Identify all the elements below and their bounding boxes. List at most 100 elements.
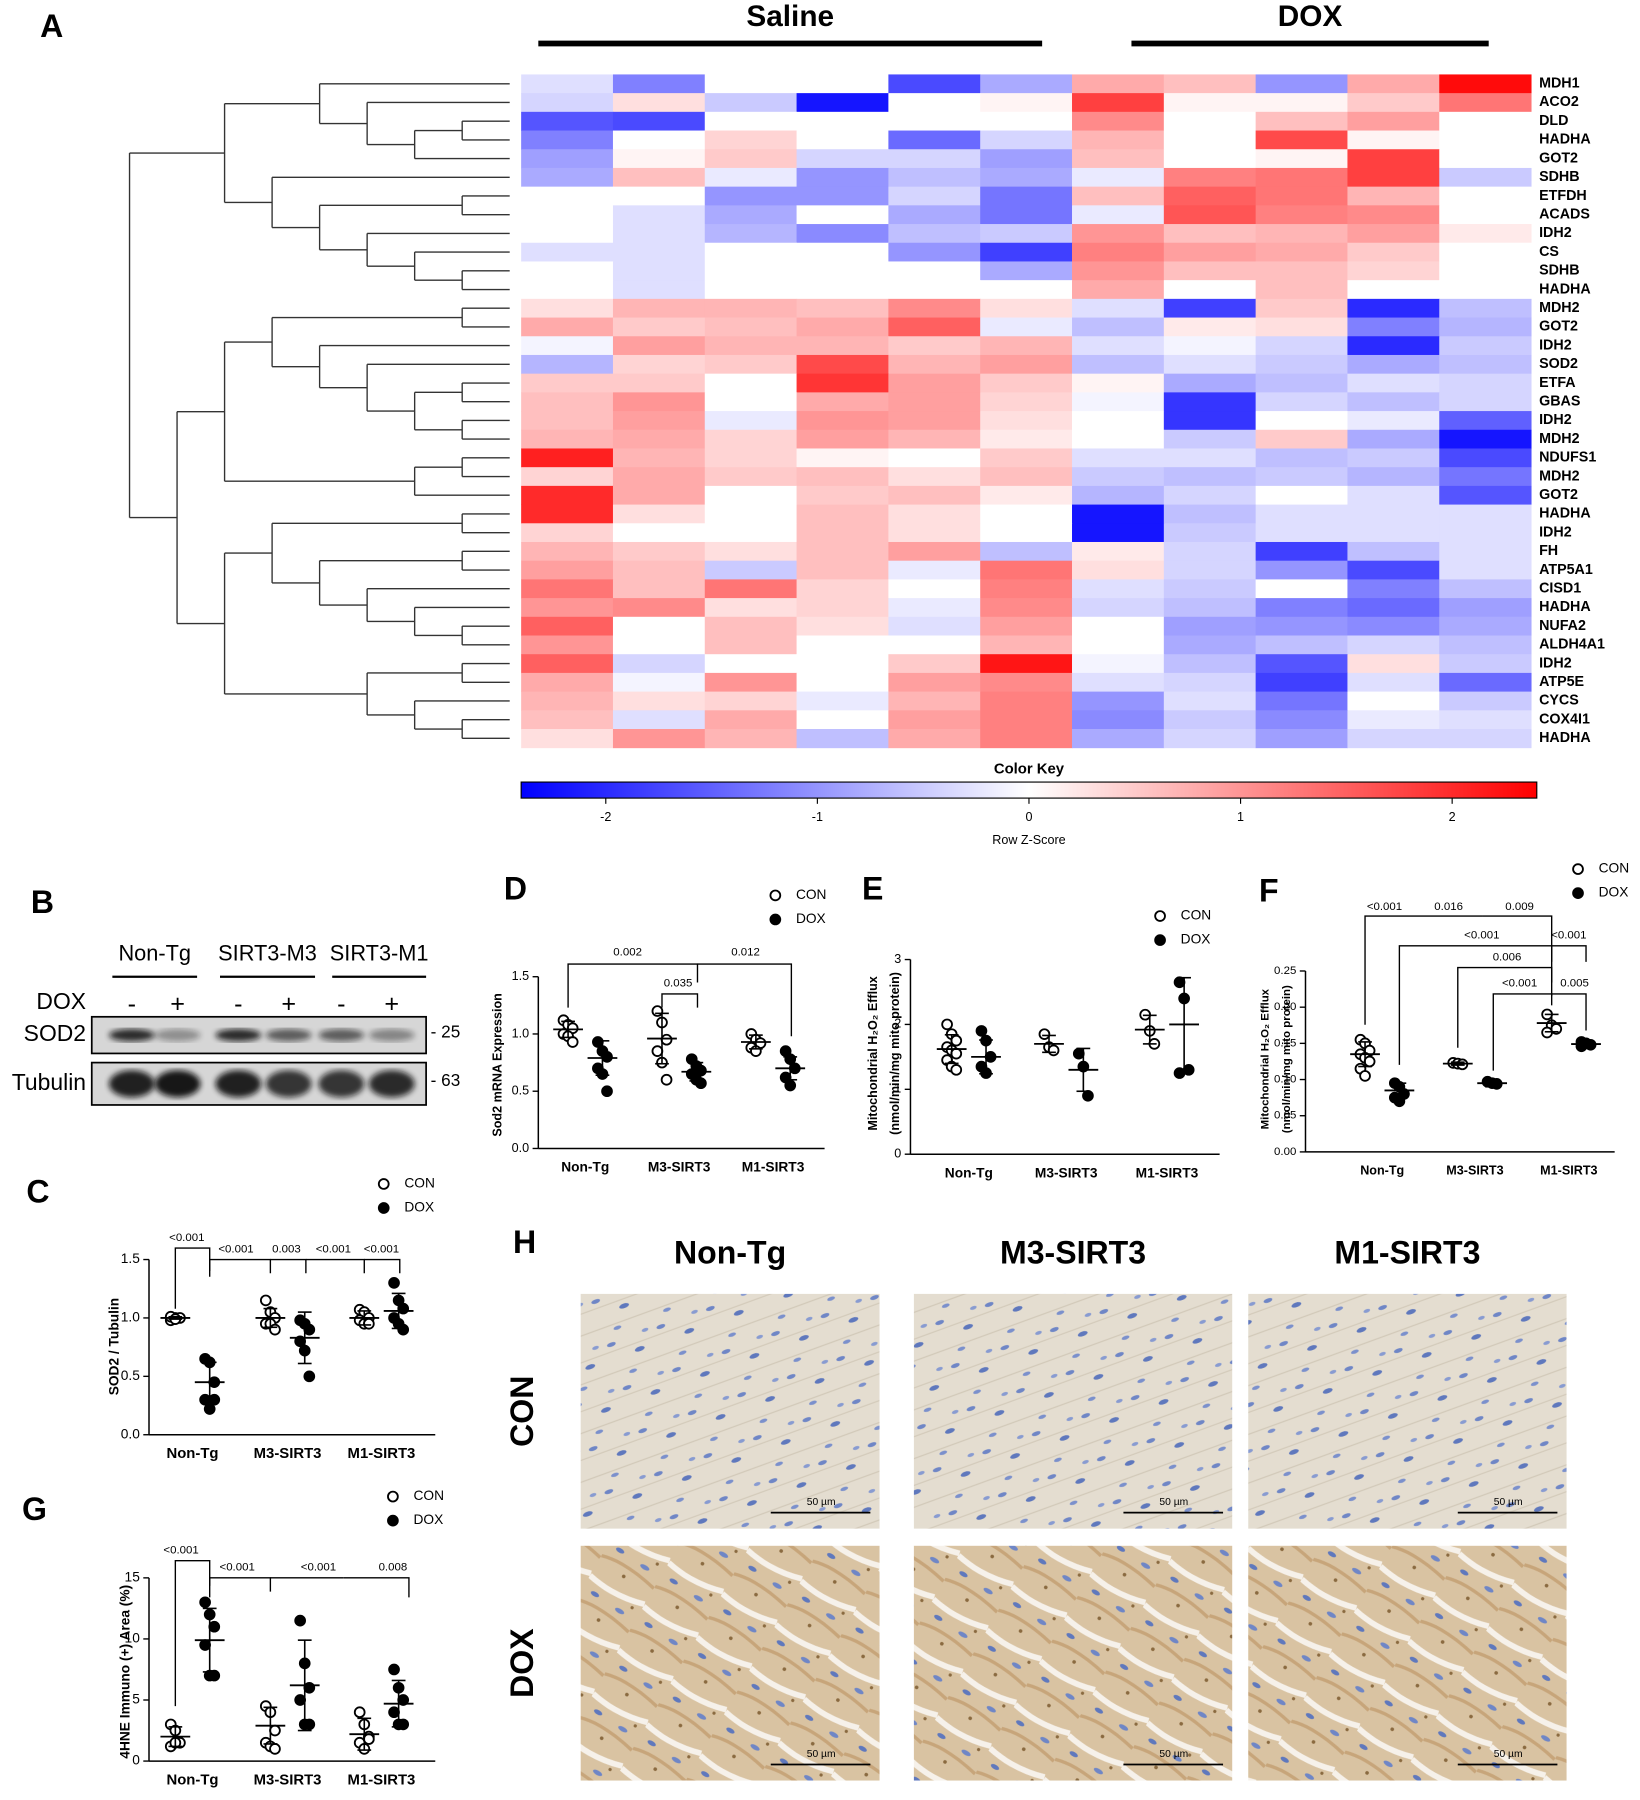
key-tick-label: 0: [1025, 810, 1032, 824]
data-point: [363, 1733, 375, 1745]
data-point: [259, 1294, 272, 1307]
heatmap-cell: [796, 186, 889, 206]
heatmap-cell: [1072, 504, 1165, 524]
heatmap-cell: [888, 616, 981, 636]
heatmap-cell: [1163, 74, 1257, 94]
heatmap-cell: [1255, 467, 1348, 487]
heatmap-cell: [1347, 74, 1440, 94]
heatmap-cell: [1347, 149, 1440, 169]
key-axis-label: Row Z-Score: [992, 833, 1065, 847]
heatmap-cell: [980, 261, 1073, 281]
heatmap-cell: [1072, 93, 1165, 113]
heatmap-cell: [980, 411, 1073, 431]
blot-band: [215, 1070, 262, 1098]
heatmap-cell: [1255, 317, 1348, 337]
heatmap-cell: [521, 523, 614, 543]
dendrogram: [128, 83, 510, 740]
heatmap-cell: [1347, 205, 1440, 225]
heatmap-cell: [1347, 242, 1440, 262]
heatmap-cell: [521, 654, 614, 674]
data-point: [660, 1033, 673, 1046]
heatmap-cell: [521, 448, 614, 468]
treatment-sign: +: [170, 990, 185, 1018]
blot-row-label: Tubulin: [12, 1069, 86, 1095]
comparison-bracket: [364, 1258, 401, 1274]
heatmap-cell: [1072, 261, 1165, 281]
heatmap-cell: [796, 691, 889, 711]
data-point: [203, 1403, 216, 1415]
heatmap-cell: [521, 74, 614, 94]
heatmap-cell: [888, 111, 981, 131]
heatmap-cell: [888, 186, 981, 206]
heatmap-cell: [704, 541, 798, 562]
data-point: [353, 1706, 366, 1719]
heatmap-cell: [1072, 317, 1165, 337]
heatmap-cell: [796, 280, 889, 300]
heatmap-cell: [1347, 504, 1440, 524]
blot-band: [265, 1028, 312, 1042]
heatmap-cell: [1072, 336, 1165, 356]
heatmap-cell: [1347, 635, 1440, 655]
heatmap-cell: [704, 635, 798, 655]
legend-marker: [769, 913, 782, 926]
heatmap-cell: [888, 485, 981, 506]
heatmap-cell: [1347, 467, 1440, 487]
heatmap-cell: [1439, 298, 1532, 319]
p-value: 0.006: [1493, 951, 1522, 963]
histology-image: [580, 1545, 880, 1781]
y-tick-label: 1.0: [512, 1026, 529, 1040]
heatmap-cell: [796, 616, 889, 636]
x-tick-label: M1-SIRT3: [1136, 1165, 1199, 1180]
comparison-bracket: [567, 963, 699, 1008]
y-axis-label: Mitochondrial H₂O₂ Efflux: [866, 976, 880, 1130]
legend-marker: [1572, 863, 1584, 875]
heatmap-cell: [1347, 354, 1440, 375]
heatmap-cell: [796, 261, 889, 281]
row-label: IDH2: [1539, 524, 1572, 540]
heatmap-cell: [704, 130, 798, 150]
heatmap-cell: [888, 392, 981, 412]
histology-row-label: CON: [504, 1376, 540, 1447]
comparison-bracket: [209, 1258, 272, 1277]
treatment-sign: -: [337, 990, 345, 1018]
heatmap-cell: [888, 635, 981, 655]
heatmap-cell: [1072, 298, 1165, 319]
heatmap-cell: [1163, 635, 1257, 655]
y-tick-label: 0.10: [1274, 1074, 1296, 1086]
blot-band: [368, 1028, 415, 1042]
heatmap-cell: [796, 523, 889, 543]
heatmap-cell: [704, 280, 798, 300]
panel-label: A: [40, 8, 63, 44]
legend-marker: [387, 1514, 399, 1527]
heatmap-cell: [1163, 224, 1257, 244]
heatmap-cell: [704, 672, 798, 693]
legend-label: DOX: [796, 911, 826, 926]
legend-marker: [1154, 910, 1166, 922]
treatment-sign: -: [128, 990, 136, 1018]
heatmap-cell: [704, 654, 798, 674]
row-label: ETFDH: [1539, 188, 1587, 204]
heatmap-cell: [521, 298, 614, 319]
legend-marker: [377, 1202, 390, 1214]
panel-label: F: [1259, 873, 1279, 909]
heatmap-cell: [1163, 205, 1257, 225]
heatmap-cell: [1439, 467, 1532, 487]
row-label: SDHB: [1539, 169, 1580, 185]
heatmap-cell: [521, 167, 614, 188]
heatmap-cell: [888, 280, 981, 300]
heatmap-cell: [980, 242, 1073, 262]
heatmap-cell: [980, 224, 1073, 244]
heatmap-cell: [1439, 729, 1532, 749]
heatmap-cell: [1072, 579, 1165, 599]
heatmap-cell: [612, 485, 706, 506]
x-tick-label: M1-SIRT3: [348, 1446, 416, 1462]
data-point: [294, 1694, 306, 1706]
x-tick-label: Non-Tg: [945, 1165, 993, 1180]
heatmap-cell: [1255, 710, 1348, 730]
histology-column-label: Non-Tg: [674, 1234, 786, 1270]
heatmap-cell: [1255, 298, 1348, 319]
comparison-bracket: [1398, 945, 1587, 1065]
row-label: SOD2: [1539, 356, 1578, 372]
row-label: MDH2: [1539, 300, 1580, 316]
heatmap-cell: [796, 317, 889, 337]
